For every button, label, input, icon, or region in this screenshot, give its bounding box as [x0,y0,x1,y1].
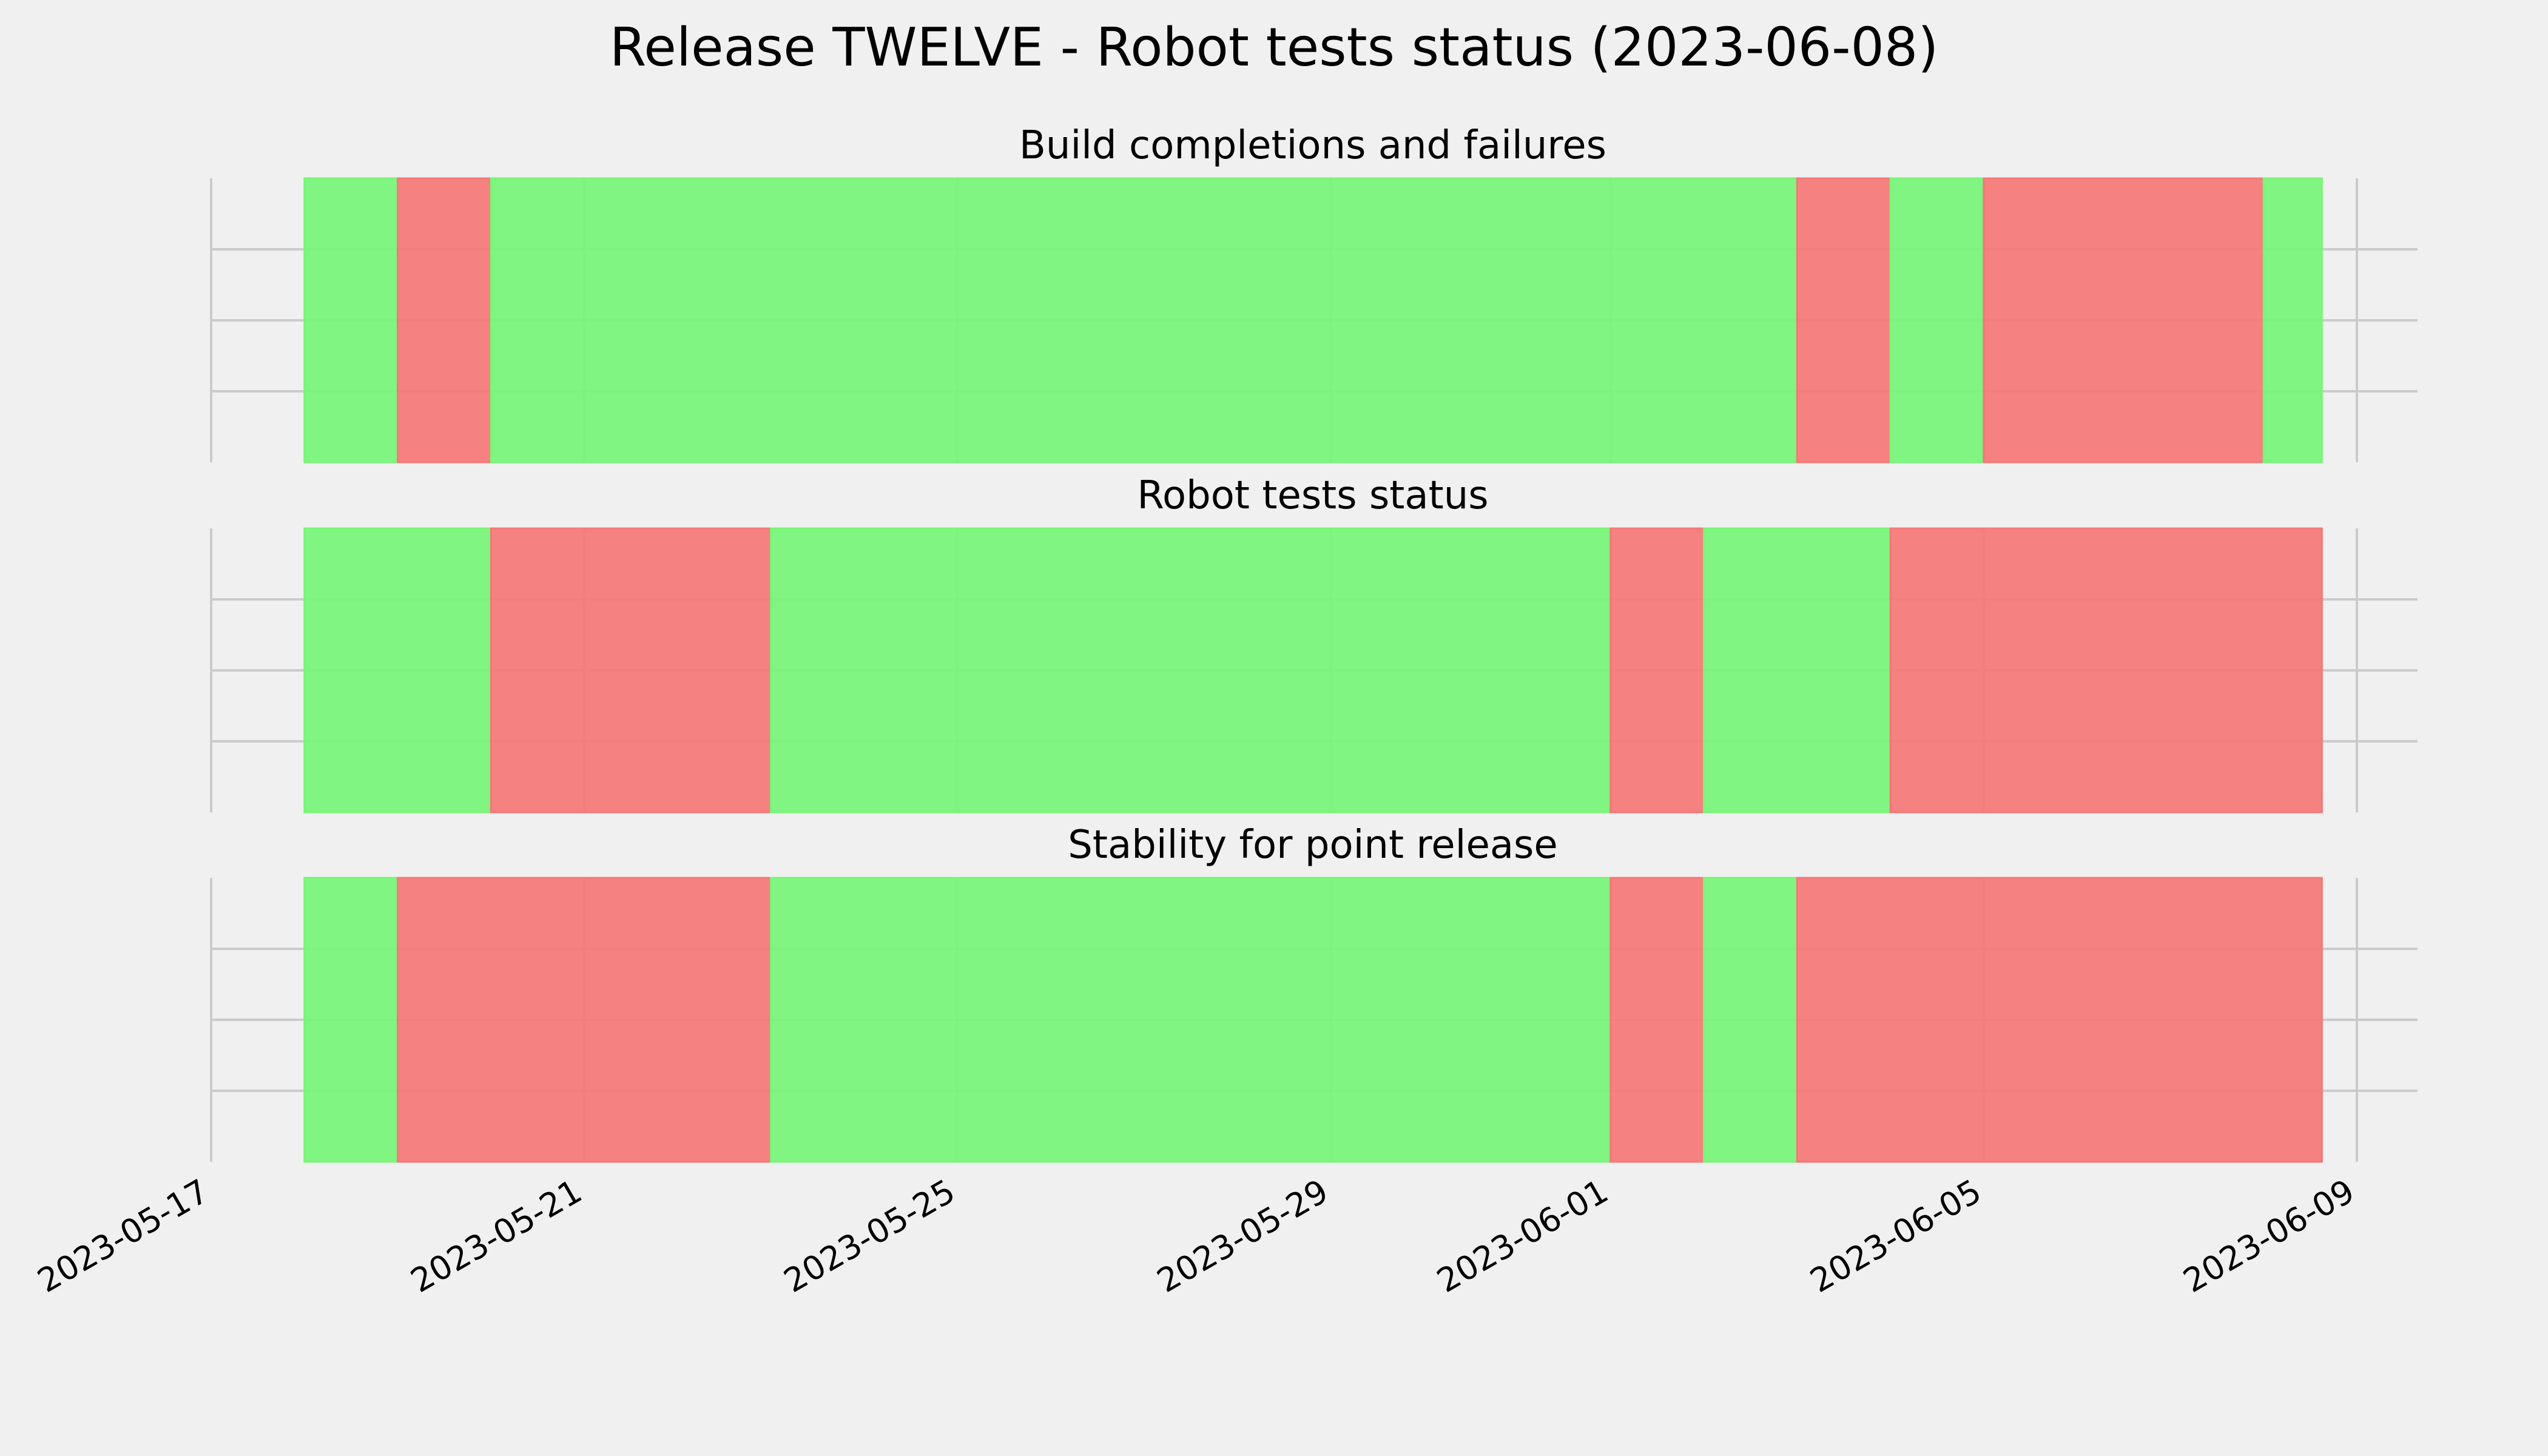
x-tick-label: 2023-05-29 [1151,1172,1335,1300]
status-segment-pass [2262,177,2323,463]
status-segment-fail [1609,877,1705,1163]
x-tick-label: 2023-06-01 [1431,1172,1614,1300]
panel-2: Robot tests status [210,473,2418,814]
panel-title: Stability for point release [1068,823,1558,868]
status-segment-pass [1889,177,1985,463]
status-segment-pass [490,177,1798,463]
panels-group: Build completions and failures Robot test… [210,123,2418,1163]
x-tick-label: 2023-05-25 [777,1172,961,1300]
chart-title: Release TWELVE - Robot tests status (202… [610,16,1938,78]
panel-1: Build completions and failures [210,123,2418,463]
status-segment-pass [303,527,492,814]
x-tick-label: 2023-05-21 [404,1172,588,1300]
status-segment-fail [1796,877,2323,1163]
status-segment-pass [770,527,1612,814]
status-segment-pass [303,177,399,463]
status-segment-fail [1609,527,1705,814]
x-tick-label: 2023-06-05 [1804,1172,1987,1300]
status-segment-pass [770,877,1612,1163]
x-tick-label: 2023-06-09 [2177,1172,2361,1300]
status-segment-fail [397,177,492,463]
panel-3: Stability for point release [210,823,2418,1163]
status-segment-fail [1889,527,2323,814]
status-segment-fail [1796,177,1892,463]
status-segment-fail [490,527,772,814]
status-segment-fail [397,877,772,1163]
status-segment-pass [303,877,399,1163]
status-segment-fail [1983,177,2265,463]
status-segment-pass [1703,877,1798,1163]
panel-title: Robot tests status [1137,473,1488,518]
status-segment-pass [1703,527,1892,814]
x-axis-ticks: 2023-05-17 2023-05-21 2023-05-25 2023-05-29… [31,1172,2361,1300]
x-tick-label: 2023-05-17 [31,1172,215,1300]
panel-title: Build completions and failures [1019,123,1606,168]
